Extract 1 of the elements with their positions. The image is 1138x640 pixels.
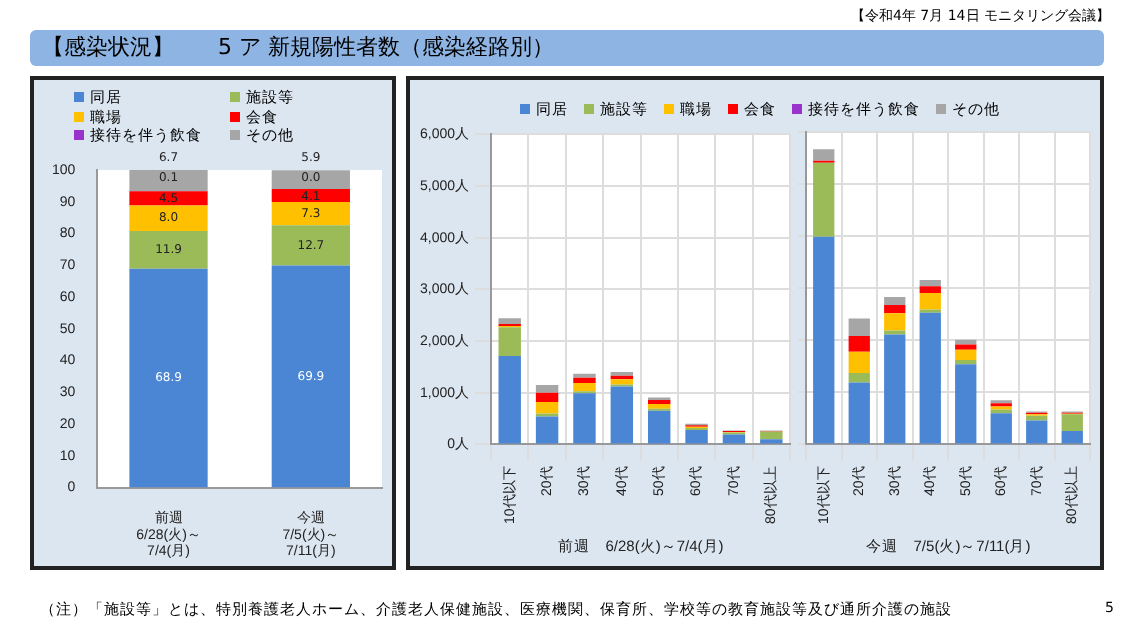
- chart-title: 【感染状況】 5 ア 新規陽性者数（感染経路別）: [30, 30, 1104, 66]
